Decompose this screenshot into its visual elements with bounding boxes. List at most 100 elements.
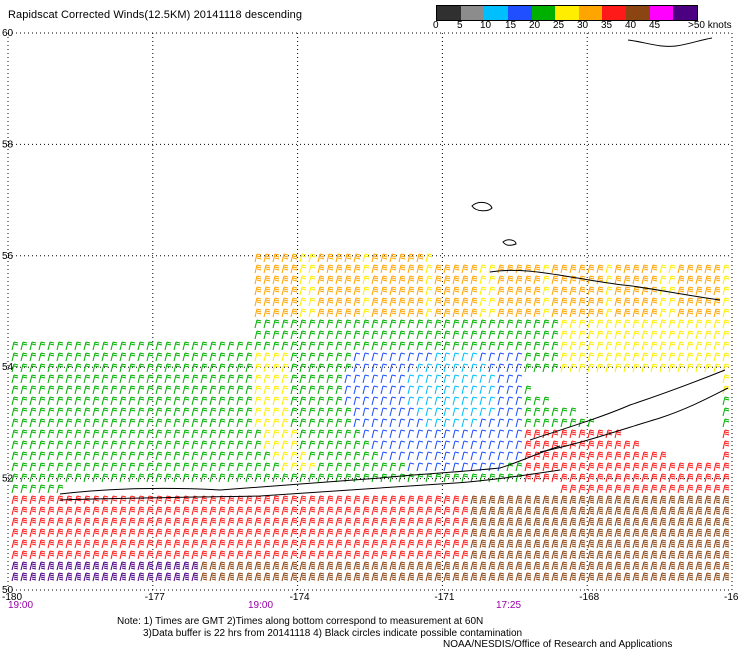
wind-barb — [263, 506, 271, 516]
wind-barb — [533, 561, 541, 571]
wind-barb — [299, 561, 307, 571]
wind-barb — [722, 517, 730, 527]
wind-barb — [524, 319, 532, 329]
wind-barb — [200, 528, 208, 538]
wind-barb — [389, 297, 397, 307]
wind-barb — [56, 407, 64, 417]
wind-barb — [362, 308, 370, 318]
wind-barb — [668, 264, 676, 274]
wind-barb — [488, 341, 496, 351]
wind-barb — [173, 451, 181, 461]
wind-barb — [218, 473, 226, 483]
wind-barb — [587, 495, 595, 505]
wind-barb — [461, 495, 469, 505]
wind-barb — [74, 418, 82, 428]
wind-barb — [209, 550, 217, 560]
wind-barb — [515, 352, 523, 362]
wind-barb — [209, 352, 217, 362]
wind-barb — [659, 473, 667, 483]
wind-barb — [614, 506, 622, 516]
wind-barb — [506, 297, 514, 307]
wind-barb — [578, 484, 586, 494]
wind-barb — [344, 506, 352, 516]
wind-barb — [677, 561, 685, 571]
wind-barb — [551, 495, 559, 505]
wind-barb — [344, 407, 352, 417]
wind-barb — [524, 561, 532, 571]
scale-swatch-10 — [673, 6, 698, 20]
wind-barb — [335, 429, 343, 439]
wind-barb — [335, 572, 343, 582]
wind-barb — [443, 539, 451, 549]
wind-barb — [659, 528, 667, 538]
wind-barb — [488, 517, 496, 527]
wind-barb — [578, 462, 586, 472]
wind-barb — [227, 528, 235, 538]
wind-barb — [407, 517, 415, 527]
wind-barb — [101, 407, 109, 417]
wind-barb — [56, 363, 64, 373]
wind-barb — [245, 462, 253, 472]
wind-barb — [281, 451, 289, 461]
wind-barb — [236, 407, 244, 417]
wind-barb — [551, 572, 559, 582]
wind-barb — [650, 451, 658, 461]
wind-barb — [290, 319, 298, 329]
wind-barb — [623, 341, 631, 351]
wind-barb — [308, 561, 316, 571]
wind-barb — [119, 473, 127, 483]
wind-barb — [632, 451, 640, 461]
wind-barb — [425, 407, 433, 417]
wind-barb — [461, 429, 469, 439]
wind-barb — [389, 473, 397, 483]
wind-barb — [722, 352, 730, 362]
wind-barb — [569, 407, 577, 417]
wind-barb — [317, 462, 325, 472]
wind-barb — [506, 451, 514, 461]
wind-barb — [209, 451, 217, 461]
wind-barb — [497, 341, 505, 351]
wind-barb — [713, 506, 721, 516]
wind-barb — [47, 517, 55, 527]
wind-barb — [380, 407, 388, 417]
wind-barb — [389, 275, 397, 285]
wind-barb — [326, 528, 334, 538]
wind-barb — [659, 506, 667, 516]
wind-barb — [515, 561, 523, 571]
wind-barb — [101, 440, 109, 450]
wind-barb — [686, 517, 694, 527]
credit-line: NOAA/NESDIS/Office of Research and Appli… — [443, 639, 673, 650]
wind-barb — [515, 506, 523, 516]
wind-barb — [434, 308, 442, 318]
wind-barb — [173, 539, 181, 549]
wind-barb — [218, 374, 226, 384]
wind-barb — [254, 506, 262, 516]
wind-barb — [407, 440, 415, 450]
wind-barb — [173, 363, 181, 373]
wind-barb — [83, 418, 91, 428]
wind-barb — [110, 440, 118, 450]
wind-barb — [119, 385, 127, 395]
wind-barb — [272, 440, 280, 450]
wind-barb — [308, 308, 316, 318]
wind-barb — [344, 429, 352, 439]
wind-barb — [506, 341, 514, 351]
wind-barb — [164, 539, 172, 549]
wind-barb — [506, 528, 514, 538]
wind-barb — [83, 352, 91, 362]
wind-barb — [20, 407, 28, 417]
wind-barb — [560, 462, 568, 472]
wind-barb — [38, 429, 46, 439]
wind-barb — [722, 330, 730, 340]
wind-barb — [308, 264, 316, 274]
wind-barb — [317, 319, 325, 329]
wind-barb — [281, 462, 289, 472]
wind-barb — [146, 418, 154, 428]
wind-barb — [272, 407, 280, 417]
wind-barb — [83, 374, 91, 384]
wind-barb — [506, 473, 514, 483]
wind-barb — [146, 385, 154, 395]
wind-barb — [371, 264, 379, 274]
wind-barb — [344, 528, 352, 538]
wind-barb — [497, 407, 505, 417]
